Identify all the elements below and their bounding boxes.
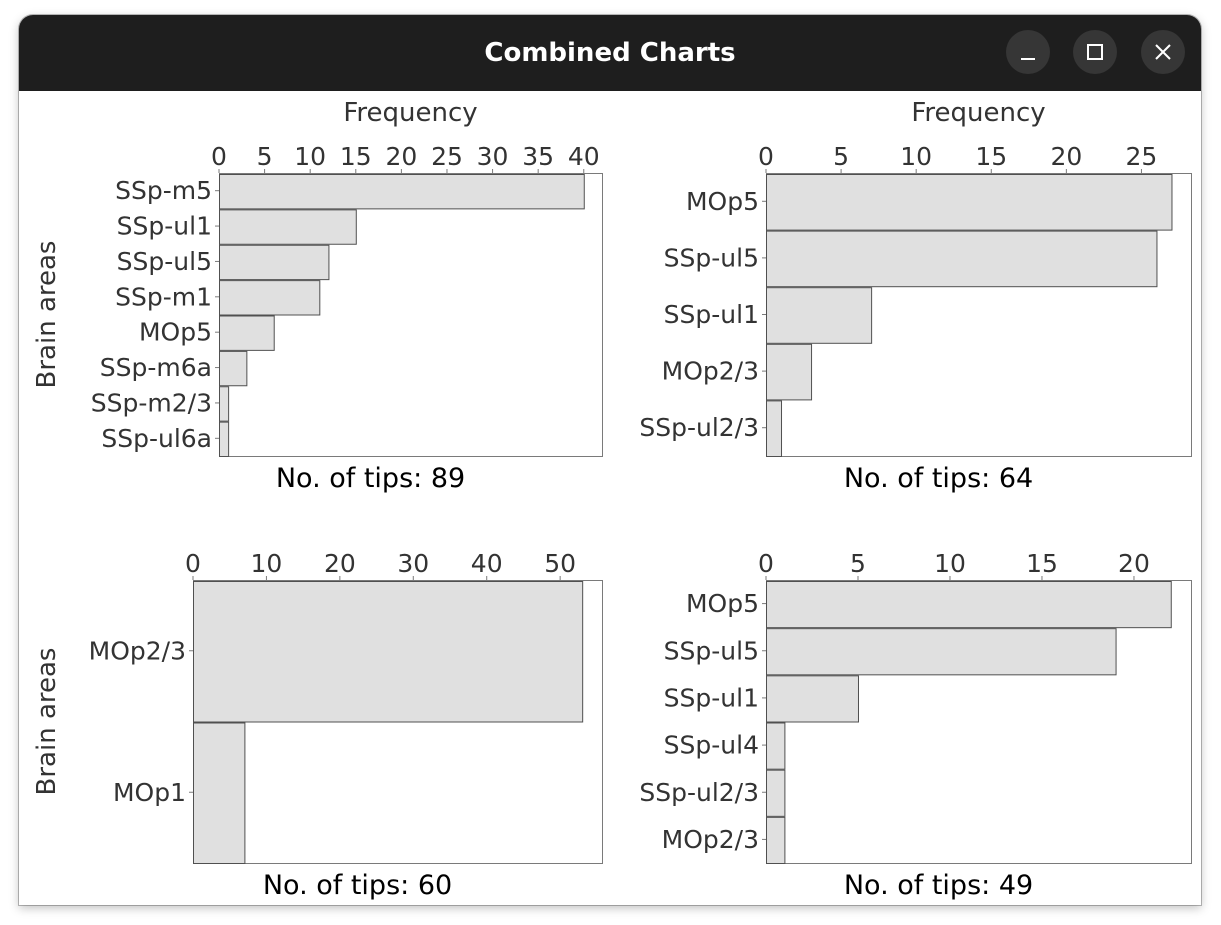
bar-ssp-ul2-3 — [766, 769, 786, 817]
category-label: MOp5 — [686, 187, 759, 216]
bar-ssp-m1 — [219, 280, 321, 316]
chart-3: MOp2/3 MOp1 0 10 20 30 40 50 Brain areas No. of t… — [32, 549, 603, 901]
x-tick-label: 20 — [1118, 549, 1150, 578]
x-tick-label: 5 — [833, 142, 849, 171]
y-axis-label: Brain areas — [32, 648, 62, 796]
x-tick-label: 0 — [211, 142, 227, 171]
x-tick-label: 35 — [522, 142, 554, 171]
tips-count-label: No. of tips: 89 — [276, 463, 465, 494]
category-label: SSp-ul6a — [101, 424, 212, 453]
bar-ssp-ul5 — [219, 244, 330, 281]
x-tick-label: 25 — [431, 142, 463, 171]
bar-mop1 — [193, 722, 246, 864]
window-title: Combined Charts — [484, 38, 736, 68]
category-label: SSp-m5 — [115, 176, 212, 205]
x-tick-label: 15 — [340, 142, 372, 171]
x-tick-label: 25 — [1126, 142, 1158, 171]
x-axis-label: Frequency — [911, 98, 1045, 128]
x-tick-label: 15 — [975, 142, 1007, 171]
bar-ssp-ul5 — [766, 230, 1158, 288]
x-tick-label: 0 — [758, 142, 774, 171]
bar-mop2-3 — [766, 343, 813, 401]
maximize-button[interactable] — [1073, 30, 1117, 74]
x-tick-label: 10 — [251, 549, 283, 578]
bar-mop5 — [219, 315, 275, 351]
maximize-icon — [1087, 44, 1103, 60]
bar-ssp-ul4 — [766, 722, 786, 770]
chart-2: MOp5 SSp-ul5 SSp-ul1 MOp2/3 SSp-ul2/3 0 5 10 15 2… — [639, 98, 1192, 494]
x-tick-label: 20 — [1050, 142, 1082, 171]
x-tick-label: 20 — [385, 142, 417, 171]
category-label: SSp-ul5 — [664, 636, 759, 665]
x-tick-label: 10 — [934, 549, 966, 578]
minimize-button[interactable] — [1006, 30, 1050, 74]
bar-ssp-ul1 — [766, 675, 859, 723]
category-label: MOp2/3 — [89, 636, 186, 665]
x-tick-label: 5 — [850, 549, 866, 578]
tips-count-label: No. of tips: 49 — [844, 870, 1033, 901]
chart-4: MOp5 SSp-ul5 SSp-ul1 SSp-ul4 SSp-ul2/3 MOp2/3… — [639, 549, 1192, 901]
category-label: SSp-m6a — [100, 353, 212, 382]
bar-mop5 — [766, 174, 1173, 231]
x-tick-label: 40 — [568, 142, 600, 171]
tips-count-label: No. of tips: 60 — [263, 870, 452, 901]
minimize-icon — [1021, 58, 1035, 60]
category-label: SSp-ul2/3 — [639, 778, 759, 807]
category-label: SSp-ul1 — [664, 683, 759, 712]
x-tick-label: 20 — [324, 549, 356, 578]
category-label: SSp-ul2/3 — [639, 413, 759, 442]
combined-charts: SSp-m5 SSp-ul1 SSp-ul5 SSp-m1 MOp5 SSp-m6a SSp… — [32, 98, 1192, 901]
title-bar: Combined Charts — [19, 15, 1201, 91]
category-label: MOp2/3 — [662, 357, 759, 386]
bar-ssp-m2-3 — [219, 386, 230, 422]
bar-ssp-ul5 — [766, 628, 1117, 676]
category-label: SSp-ul1 — [664, 300, 759, 329]
bar-mop2-3 — [193, 581, 584, 723]
category-label: MOp2/3 — [662, 825, 759, 854]
tips-count-label: No. of tips: 64 — [844, 463, 1033, 494]
x-tick-label: 30 — [477, 142, 509, 171]
x-axis-label: Frequency — [343, 98, 477, 128]
close-button[interactable] — [1141, 30, 1185, 74]
x-tick-label: 0 — [185, 549, 201, 578]
app-window: Combined Charts SSp-m5 SSp-ul1 SSp-ul5 SSp-… — [19, 15, 1201, 905]
x-tick-label: 30 — [397, 549, 429, 578]
category-label: SSp-ul5 — [664, 243, 759, 272]
category-label: SSp-ul1 — [117, 212, 212, 241]
category-label: MOp5 — [139, 318, 212, 347]
bar-mop2-3 — [766, 816, 786, 864]
category-label: MOp5 — [686, 589, 759, 618]
charts-area: SSp-m5 SSp-ul1 SSp-ul5 SSp-m1 MOp5 SSp-m6a SSp… — [19, 91, 1201, 905]
bar-ssp-m6a — [219, 350, 248, 387]
x-tick-label: 10 — [900, 142, 932, 171]
x-tick-label: 40 — [471, 549, 503, 578]
x-tick-label: 15 — [1026, 549, 1058, 578]
category-label: SSp-m1 — [115, 282, 212, 311]
bar-ssp-ul1 — [766, 287, 873, 344]
bar-ssp-m5 — [219, 174, 585, 210]
x-tick-label: 50 — [544, 549, 576, 578]
close-icon — [1155, 44, 1171, 60]
category-label: MOp1 — [113, 778, 186, 807]
y-axis-label: Brain areas — [32, 241, 62, 389]
x-tick-label: 5 — [257, 142, 273, 171]
bar-ssp-ul1 — [219, 209, 357, 245]
category-label: SSp-ul5 — [117, 247, 212, 276]
category-label: SSp-ul4 — [664, 731, 759, 760]
bar-ssp-ul2-3 — [766, 400, 783, 457]
category-label: SSp-m2/3 — [91, 388, 212, 417]
bar-mop5 — [766, 581, 1172, 629]
x-tick-label: 0 — [758, 549, 774, 578]
x-tick-label: 10 — [294, 142, 326, 171]
chart-1: SSp-m5 SSp-ul1 SSp-ul5 SSp-m1 MOp5 SSp-m6a SSp… — [32, 98, 603, 494]
bar-ssp-ul6a — [219, 421, 230, 457]
